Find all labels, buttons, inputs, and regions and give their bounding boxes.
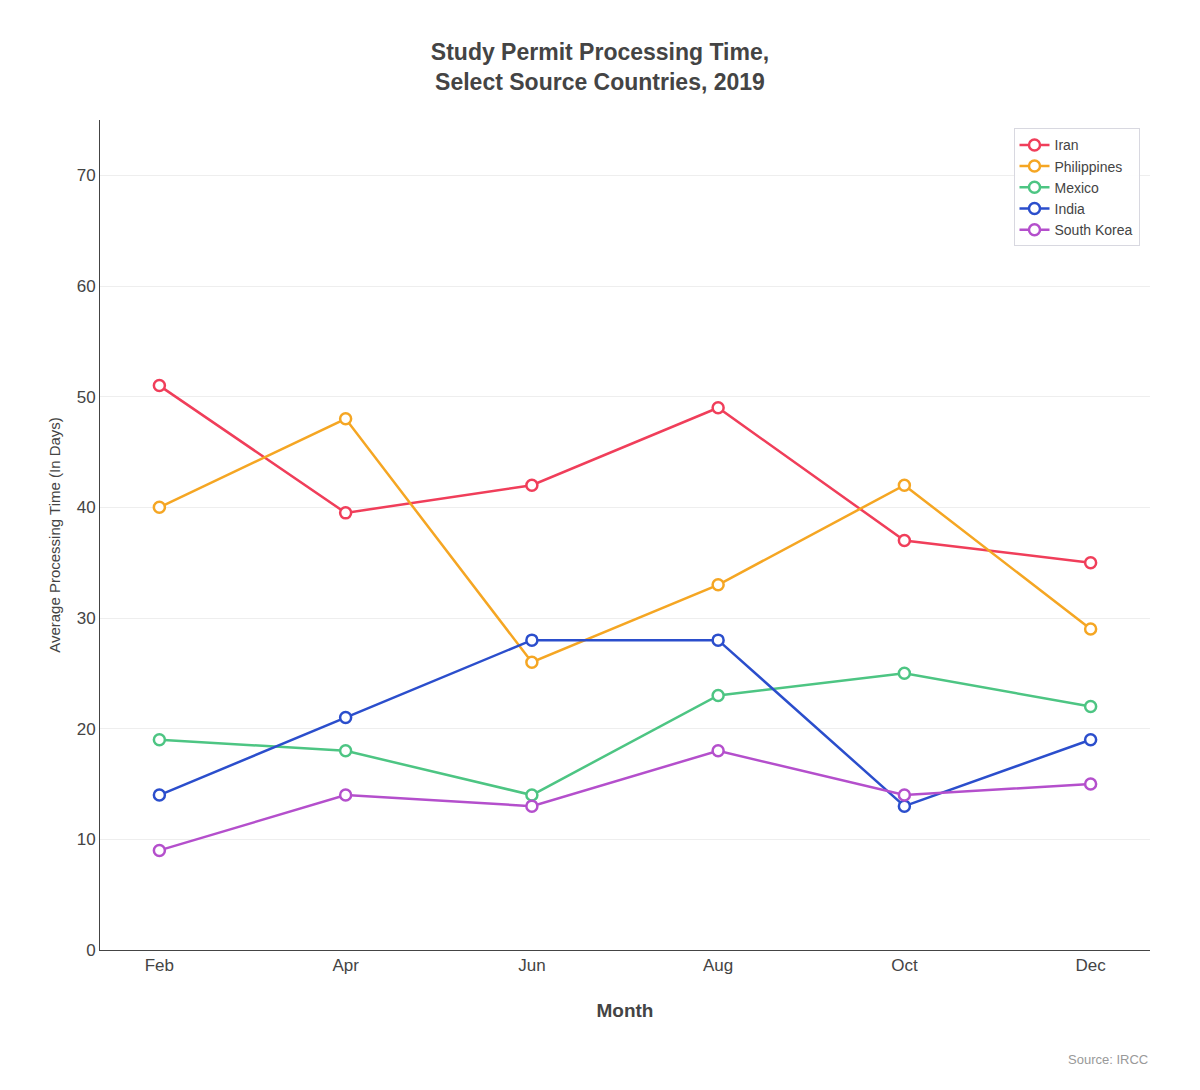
svg-text:20: 20 (77, 720, 96, 739)
svg-text:70: 70 (77, 166, 96, 185)
svg-text:Apr: Apr (332, 956, 359, 975)
svg-text:30: 30 (77, 609, 96, 628)
svg-text:Average Processing Time (In Da: Average Processing Time (In Days) (46, 417, 63, 653)
svg-text:60: 60 (77, 277, 96, 296)
svg-text:0: 0 (86, 941, 95, 960)
svg-text:10: 10 (77, 830, 96, 849)
svg-text:Dec: Dec (1076, 956, 1107, 975)
svg-text:Feb: Feb (145, 956, 174, 975)
svg-text:40: 40 (77, 498, 96, 517)
svg-text:India: India (1055, 201, 1086, 217)
svg-text:Study Permit Processing Time,S: Study Permit Processing Time,Select Sour… (431, 39, 769, 95)
svg-text:50: 50 (77, 388, 96, 407)
svg-text:Month: Month (597, 1000, 654, 1021)
svg-text:Aug: Aug (703, 956, 733, 975)
svg-text:Jun: Jun (518, 956, 545, 975)
svg-text:South Korea: South Korea (1055, 222, 1133, 238)
svg-text:Mexico: Mexico (1055, 180, 1100, 196)
svg-text:Oct: Oct (891, 956, 918, 975)
svg-text:Source: IRCC: Source: IRCC (1068, 1052, 1148, 1067)
svg-text:Iran: Iran (1055, 137, 1079, 153)
svg-text:Philippines: Philippines (1055, 159, 1123, 175)
